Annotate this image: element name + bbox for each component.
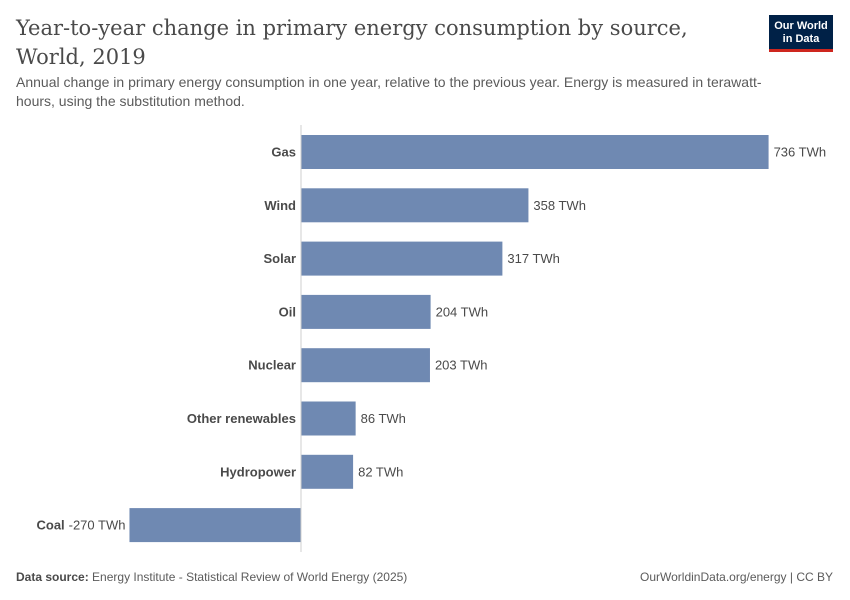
logo-line-1: Our World [774, 20, 828, 32]
data-source-link[interactable]: Energy Institute - Statistical Review of… [92, 570, 408, 584]
category-label-0: Gas [271, 145, 296, 160]
bar-6 [301, 454, 354, 489]
category-label-5: Other renewables [187, 411, 296, 426]
data-source: Data source: Energy Institute - Statisti… [16, 570, 407, 584]
value-label-7: -270 TWh [69, 518, 126, 533]
logo-line-2: in Data [782, 33, 820, 45]
category-label-1: Wind [264, 198, 296, 213]
value-label-6: 82 TWh [358, 464, 403, 479]
bar-7 [129, 508, 301, 543]
bar-3 [301, 294, 431, 329]
category-label-7: Coal [36, 518, 64, 533]
value-label-4: 203 TWh [435, 358, 488, 373]
bar-2 [301, 241, 503, 276]
bar-4 [301, 348, 430, 383]
data-source-label: Data source: [16, 570, 89, 584]
category-label-2: Solar [263, 251, 296, 266]
attribution-link[interactable]: OurWorldinData.org/energy | CC BY [640, 570, 833, 584]
category-label-6: Hydropower [220, 464, 296, 479]
value-label-2: 317 TWh [507, 251, 560, 266]
chart-subtitle: Annual change in primary energy consumpt… [16, 74, 762, 109]
bar-1 [301, 188, 529, 223]
category-label-4: Nuclear [248, 358, 296, 373]
bar-chart: Gas 736 TWh Wind 358 TWh Solar 317 TWh Oil 204 … [36, 125, 827, 552]
value-label-5: 86 TWh [361, 411, 406, 426]
value-label-3: 204 TWh [436, 304, 489, 319]
owid-logo[interactable]: Our World in Data [769, 15, 833, 52]
bar-0 [301, 135, 769, 169]
category-label-3: Oil [279, 304, 296, 319]
bar-5 [301, 401, 356, 436]
chart-title: Year-to-year change in primary energy co… [16, 16, 688, 69]
value-label-1: 358 TWh [533, 198, 586, 213]
value-label-0: 736 TWh [774, 145, 827, 160]
